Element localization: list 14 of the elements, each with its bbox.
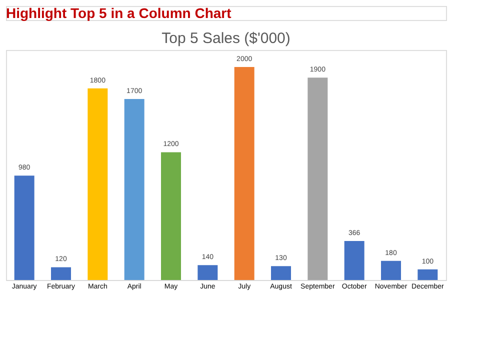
bar [198, 265, 218, 280]
bar [344, 241, 364, 280]
bar [124, 98, 144, 280]
bar [381, 260, 401, 280]
bar [51, 267, 71, 280]
text: Highlight Top 5 in a Column Chart [6, 5, 232, 21]
chart-title: Top 5 Sales ($'000) [162, 30, 290, 47]
bar [271, 266, 291, 280]
bar [308, 78, 328, 280]
bar [418, 269, 438, 280]
bar [88, 88, 108, 280]
bar [161, 152, 181, 280]
bar [14, 176, 34, 280]
bar [234, 67, 254, 280]
